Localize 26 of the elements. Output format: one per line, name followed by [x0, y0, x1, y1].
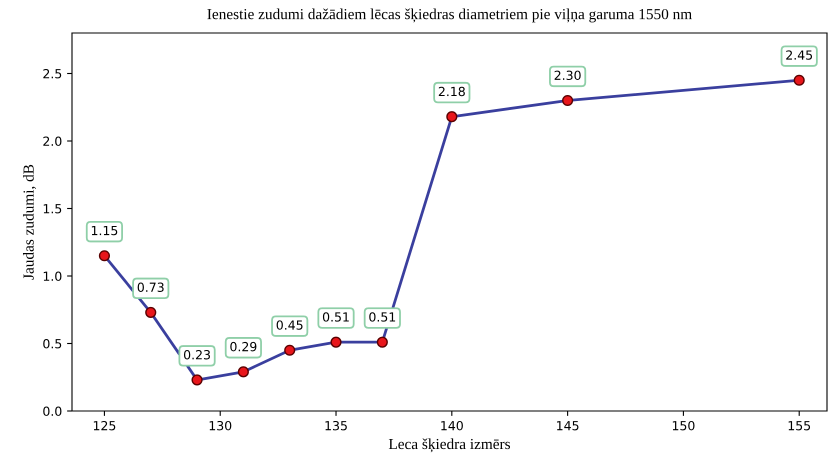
text: 2.18 [438, 86, 465, 96]
y-tick-label: 0.5 [43, 338, 62, 348]
x-tick-label: 130 [210, 420, 232, 430]
text: 1.15 [92, 226, 118, 236]
text: 2.30 [554, 70, 581, 80]
y-tick-label: 1.0 [44, 271, 62, 281]
text: 0.51 [322, 312, 349, 322]
x-tick-label: 145 [557, 421, 578, 430]
x-tick-label: 135 [325, 420, 347, 430]
y-tick-label: 0.0 [43, 406, 62, 416]
y-tick-label: 2.0 [43, 136, 62, 146]
x-axis-title: Leca šķiedra izmērs [388, 438, 510, 452]
text: 0.73 [138, 282, 164, 292]
chart-title: Ienestie zudumi dažādiem lēcas šķiedras diametriem pie viļņa garuma 1550 nm [207, 8, 692, 22]
x-tick-label: 140 [441, 420, 463, 430]
text: 0.45 [276, 320, 303, 330]
x-tick-label: 150 [672, 420, 695, 430]
text: 0.29 [230, 342, 256, 352]
y-axis-title: Jaudas zudumi, dB [22, 164, 36, 280]
y-tick-label: 2.5 [43, 68, 62, 78]
text: 2.45 [786, 50, 812, 60]
x-tick-label: 125 [94, 420, 116, 430]
text: 0.51 [369, 312, 396, 322]
y-tick-label: 1.5 [44, 204, 62, 214]
text: 0.23 [184, 350, 210, 360]
x-tick-label: 155 [788, 421, 810, 430]
